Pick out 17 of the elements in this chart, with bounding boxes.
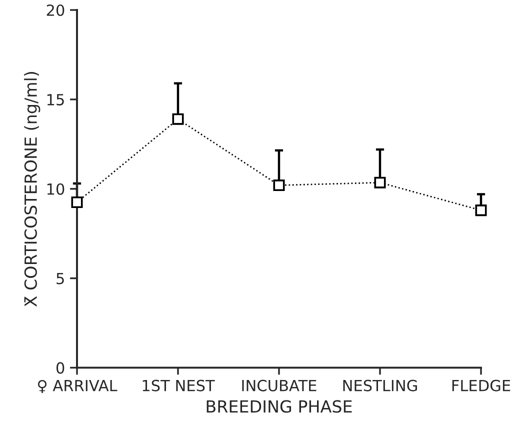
y-tick-label: 20: [46, 4, 64, 16]
x-tick-label: NESTLING: [343, 380, 417, 392]
y-axis-title: X̄ CORTICOSTERONE (ng/ml): [24, 72, 40, 307]
point: [172, 113, 184, 125]
x-tick-label: INCUBATE: [242, 380, 316, 392]
point: [273, 180, 285, 192]
y-tick-label: 5: [56, 272, 64, 284]
y-tick-label: 15: [47, 94, 64, 106]
x-axis-title: BREEDING PHASE: [206, 400, 352, 413]
point: [71, 196, 83, 208]
y-tick-label: 0: [56, 362, 64, 374]
point: [475, 204, 487, 216]
x-tick-label: ♀ ARRIVAL: [38, 380, 118, 394]
x-tick-label: FLEDGE: [452, 380, 510, 392]
x-tick-label: 1ST NEST: [142, 380, 215, 392]
y-tick-label: 10: [47, 183, 64, 195]
point: [374, 176, 386, 188]
